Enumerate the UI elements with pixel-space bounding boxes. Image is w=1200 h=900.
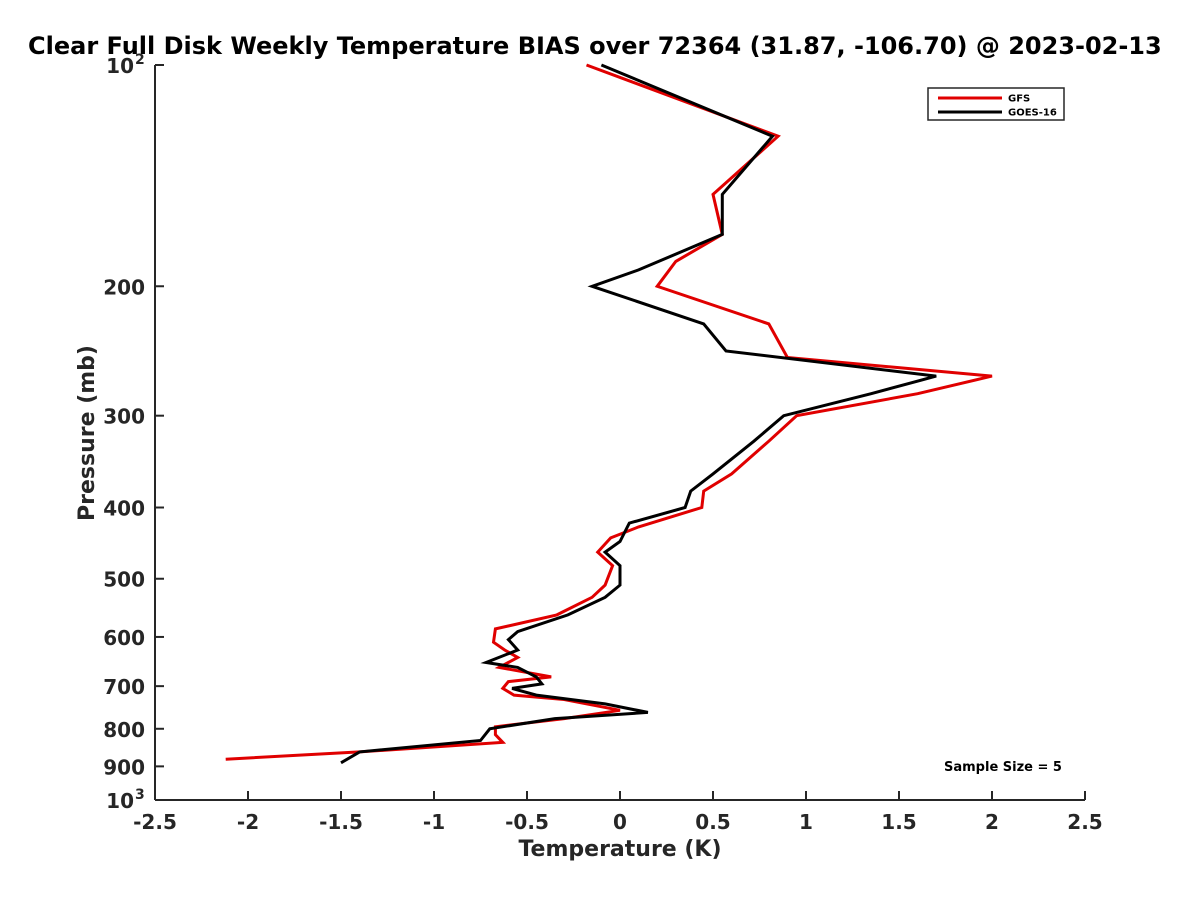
x-tick-label: 1 xyxy=(799,810,813,834)
chart-title: Clear Full Disk Weekly Temperature BIAS … xyxy=(28,32,1162,60)
sample-size-annotation: Sample Size = 5 xyxy=(944,760,1062,775)
y-tick-label: 600 xyxy=(103,626,145,650)
x-tick-label: -0.5 xyxy=(505,810,549,834)
y-tick-label: 700 xyxy=(103,675,145,699)
x-tick-label: 0 xyxy=(613,810,627,834)
x-tick-label: 0.5 xyxy=(695,810,730,834)
y-axis-label: Pressure (mb) xyxy=(75,345,100,521)
x-tick-label: 1.5 xyxy=(881,810,916,834)
legend-label: GOES-16 xyxy=(1008,108,1057,119)
x-axis-label: Temperature (K) xyxy=(518,837,721,862)
y-tick-label: 200 xyxy=(103,275,145,299)
legend: GFS GOES-16 xyxy=(927,87,1065,121)
plot-area: -2.5 -2 -1.5 -1 -0.5 0 0.5 1 1.5 2 2.5 10 220030040… xyxy=(103,52,1102,834)
y-tick-exponent: 2 xyxy=(135,52,145,68)
legend-entries: GFS GOES-16 xyxy=(938,94,1057,119)
y-tick-label: 800 xyxy=(103,718,145,742)
y-tick-label: 10 xyxy=(106,789,134,813)
y-tick-label: 10 xyxy=(106,54,134,78)
y-tick-label: 900 xyxy=(103,755,145,779)
legend-label: GFS xyxy=(1008,94,1030,105)
y-tick-label: 400 xyxy=(103,497,145,521)
y-tick-label: 500 xyxy=(103,568,145,592)
series-line-gfs xyxy=(225,63,993,761)
x-tick-label: 2.5 xyxy=(1067,810,1102,834)
x-axis-ticks: -2.5 -2 -1.5 -1 -0.5 0 0.5 1 1.5 2 2.5 xyxy=(133,791,1103,834)
x-tick-label: 2 xyxy=(985,810,999,834)
series-line-goes-16 xyxy=(340,63,937,765)
y-tick-label: 300 xyxy=(103,405,145,429)
x-tick-label: -1 xyxy=(423,810,445,834)
x-tick-label: -1.5 xyxy=(319,810,363,834)
legend-box xyxy=(927,87,1065,121)
y-tick-exponent: 3 xyxy=(135,787,145,803)
series-layer xyxy=(225,63,993,765)
x-tick-label: -2.5 xyxy=(133,810,177,834)
x-tick-label: -2 xyxy=(237,810,259,834)
